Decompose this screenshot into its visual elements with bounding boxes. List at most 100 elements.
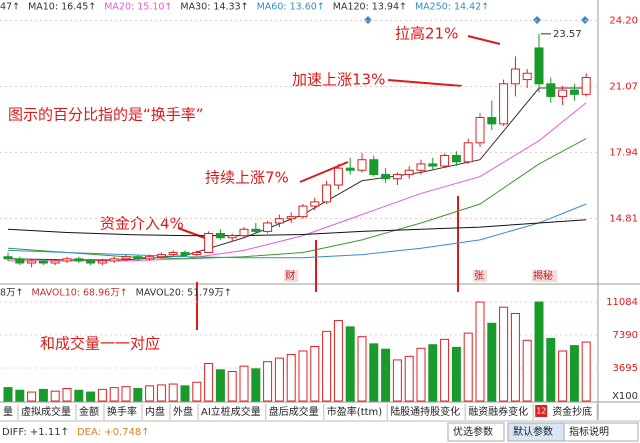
volume-bar — [215, 369, 225, 402]
volume-bar — [369, 343, 379, 402]
volume-bar — [298, 350, 308, 402]
event-marker: 财 — [285, 269, 295, 282]
candle-body — [50, 260, 60, 264]
tab[interactable]: AI立桩成交量 — [201, 404, 267, 420]
candle-body — [451, 154, 461, 163]
tab[interactable]: 量 — [3, 404, 19, 420]
tab[interactable]: 外盘 — [173, 404, 199, 420]
y-tick-label: 11084 — [606, 297, 638, 308]
candle-body — [27, 260, 37, 264]
volume-bar — [333, 320, 343, 402]
volume-bar — [357, 336, 367, 402]
volume-bar — [322, 330, 332, 402]
tab[interactable]: 市盈率(ttm) — [327, 404, 388, 420]
axis-unit: X100 — [612, 391, 638, 402]
candle-body — [204, 233, 214, 253]
event-marker: 张 — [474, 270, 484, 282]
tab-badge-box — [535, 405, 548, 417]
candle-body — [569, 89, 579, 95]
volume-bar — [97, 388, 107, 402]
y-tick-label: 7390 — [613, 330, 638, 341]
volume-bar — [546, 337, 556, 402]
tab[interactable]: 陆股通持股变化 — [390, 404, 466, 420]
arrow — [299, 161, 349, 183]
button-box — [563, 422, 639, 442]
candle-body — [381, 173, 391, 180]
candle-body — [333, 167, 343, 186]
annotation: 资金介入4% — [100, 215, 184, 233]
candle-body — [286, 216, 296, 220]
tab-label: 盘后成交量 — [269, 405, 319, 418]
candle-body — [156, 254, 166, 258]
volume-bar — [463, 332, 473, 402]
volume-bar — [569, 345, 579, 402]
event-marker-box — [473, 270, 487, 282]
volume-bar — [487, 322, 497, 402]
candle-body — [392, 173, 402, 180]
candle-body — [15, 258, 25, 264]
volume-bar — [416, 347, 426, 402]
tab[interactable]: 融资融券变化 — [468, 404, 534, 420]
volume-bar — [3, 387, 13, 402]
tab-label: 虚拟成交量 — [21, 405, 71, 418]
button[interactable]: 优选参数 — [447, 422, 505, 442]
legend-entry: MAVOL20: 51.79万↑ — [136, 288, 232, 299]
candle-body — [145, 256, 155, 260]
volume-bar — [440, 338, 450, 402]
ma-line — [7, 138, 587, 260]
candle-body — [97, 260, 107, 264]
volume-bar — [204, 362, 214, 402]
volume-bar — [522, 339, 532, 402]
tab[interactable]: 虚拟成交量 — [21, 404, 77, 420]
button[interactable]: 指标说明 — [563, 422, 639, 442]
volume-bar — [168, 383, 178, 402]
legend-entry: MA60: 13.60↑ — [257, 2, 325, 13]
tab[interactable]: 金额 — [79, 404, 105, 420]
candle-body — [239, 228, 249, 237]
tab-label: 市盈率(ttm) — [327, 405, 382, 418]
y-tick-label: 14.81 — [609, 214, 638, 225]
legend-entry: MA120: 13.94↑ — [333, 2, 407, 13]
candle-body — [263, 222, 273, 232]
tab-label: 金额 — [79, 405, 99, 418]
ma-line — [7, 219, 587, 237]
button-label: 默认参数 — [513, 425, 553, 438]
candle-body — [475, 117, 485, 144]
tab[interactable]: 换手率 — [107, 404, 143, 420]
y-tick-label: 3695 — [613, 363, 638, 374]
volume-bar — [145, 385, 155, 402]
volume-bar — [392, 359, 402, 402]
high-label: 23.57 — [553, 29, 582, 40]
y-tick-label: 17.94 — [609, 148, 638, 159]
volume-bar — [86, 391, 96, 402]
annotation: 拉高21% — [395, 25, 458, 43]
candle-body — [404, 169, 414, 175]
volume-bar — [251, 368, 261, 402]
volume-bar — [62, 387, 72, 402]
legend-entry: MA30: 14.33↑ — [180, 2, 248, 13]
tab[interactable]: 盘后成交量 — [269, 404, 325, 420]
volume-bar — [581, 341, 591, 402]
candle-body — [558, 89, 568, 97]
tab[interactable]: 12 资金抄底 — [535, 404, 598, 420]
volume-bar — [558, 350, 568, 402]
event-marker-box — [532, 270, 557, 282]
candle-body — [62, 258, 72, 262]
diamonds — [364, 16, 589, 24]
legend-entry: MAVOL10: 68.96万↑ — [32, 288, 128, 299]
volume-bar — [310, 346, 320, 402]
tab[interactable]: 内盘 — [145, 404, 171, 420]
arrow — [387, 79, 463, 87]
candle-body — [251, 228, 261, 232]
tab-label: 资金抄底 — [552, 405, 592, 418]
arrow — [177, 227, 206, 239]
volume-bar — [404, 355, 414, 402]
volume-bar — [227, 371, 237, 402]
candle-body — [227, 235, 237, 239]
volume-bar — [27, 391, 37, 402]
candle-body — [522, 72, 532, 81]
volume-bar — [109, 387, 119, 402]
arrow — [467, 35, 501, 45]
button[interactable]: 默认参数 — [507, 422, 565, 442]
